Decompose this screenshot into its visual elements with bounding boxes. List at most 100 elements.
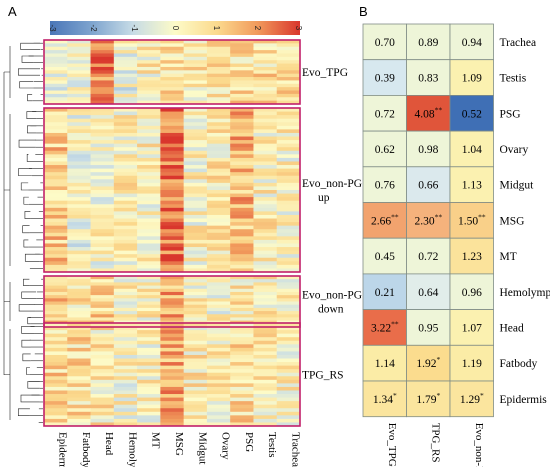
heatmap-cell [90, 326, 115, 331]
heatmap-cell [206, 422, 231, 427]
heatmap-cell [67, 291, 91, 296]
heatmap-cell [67, 288, 91, 293]
heatmap-cell [90, 122, 115, 127]
heatmap-cell [276, 140, 301, 145]
heatmap-cell [113, 264, 138, 269]
heatmap-cell [276, 344, 301, 349]
heatmap-cell [67, 56, 91, 61]
dendrogram-branch [4, 329, 11, 420]
heatmap-cell [206, 56, 231, 61]
dendrogram-branch [19, 81, 34, 89]
heatmap-cell [253, 161, 278, 166]
dendrogram-branch [24, 253, 40, 262]
heatmap-cell [253, 190, 278, 194]
table-cell [362, 380, 407, 418]
heatmap-cell [183, 129, 208, 134]
heatmap-cell [113, 87, 138, 91]
heatmap-cell [44, 418, 68, 423]
heatmap-cell [160, 285, 185, 290]
heatmap-cell [276, 70, 301, 75]
heatmap-cell [90, 418, 115, 423]
heatmap-cell [206, 157, 231, 162]
heatmap-cell [137, 132, 161, 137]
heatmap-cell [206, 239, 231, 244]
heatmap-cell [276, 53, 301, 58]
heatmap-cell [160, 90, 185, 95]
heatmap-cell [44, 165, 68, 170]
heatmap-cell [113, 358, 138, 363]
heatmap-cell [44, 200, 68, 205]
table-cell-value: 0.70 [375, 37, 395, 49]
heatmap-cell [276, 408, 301, 413]
heatmap-cell [67, 136, 91, 141]
heatmap-cell [90, 397, 115, 402]
table-row-label: Head [500, 322, 525, 334]
heatmap-cell [183, 390, 208, 395]
heatmap-cell [44, 298, 68, 302]
heatmap-cell [183, 250, 208, 255]
heatmap-cell [206, 314, 231, 318]
heatmap-cell [137, 193, 161, 198]
heatmap-cell [137, 369, 161, 374]
dendrogram-branch [27, 317, 31, 325]
heatmap-cell [90, 323, 115, 327]
heatmap-cell [160, 279, 185, 283]
heatmap-cell [253, 314, 278, 318]
heatmap-cell [206, 186, 231, 191]
heatmap-cell [276, 264, 301, 269]
heatmap-cell [44, 100, 68, 105]
heatmap-cell [160, 314, 185, 318]
heatmap-cell [90, 383, 115, 388]
heatmap-cell [90, 132, 115, 137]
heatmap-cell [113, 268, 138, 273]
heatmap-cell [230, 83, 254, 88]
heatmap-cell [276, 115, 301, 120]
heatmap-cell [253, 330, 278, 335]
heatmap-cell [276, 229, 301, 234]
table-cell [362, 23, 407, 61]
heatmap-cell [206, 295, 231, 299]
heatmap-cell [113, 157, 138, 162]
heatmap-cell [67, 140, 91, 145]
heatmap-cell [160, 87, 185, 91]
heatmap-cell [183, 351, 208, 356]
heatmap-cell [206, 225, 231, 230]
heatmap-cell [44, 77, 68, 81]
heatmap-cell [230, 118, 254, 123]
heatmap-cell [90, 50, 115, 54]
heatmap-cell [90, 154, 115, 159]
heatmap-cell [90, 40, 115, 44]
heatmap-cell [183, 43, 208, 48]
heatmap-cell [276, 288, 301, 293]
heatmap-cell [206, 193, 231, 198]
colorbar-tick-label: -2 [89, 24, 98, 32]
heatmap-cell [67, 264, 91, 269]
heatmap-cell [183, 161, 208, 166]
heatmap-cell [113, 295, 138, 299]
heatmap-cell [137, 168, 161, 173]
heatmap-cell [276, 311, 301, 315]
heatmap-cell [253, 63, 278, 68]
dendrogram-branch [18, 68, 40, 76]
dendrogram-branch [27, 94, 33, 102]
table-cell-value: 0.21 [375, 287, 395, 299]
heatmap-cell [160, 179, 185, 184]
heatmap-cell [160, 172, 185, 177]
heatmap-cell [206, 247, 231, 252]
heatmap-cell [67, 232, 91, 237]
heatmap-cell [183, 63, 208, 68]
colorbar-tick-label: -3 [48, 24, 57, 32]
heatmap-cell [67, 100, 91, 105]
heatmap-cell [137, 344, 161, 349]
heatmap-cell [67, 401, 91, 406]
heatmap-cell [113, 390, 138, 395]
heatmap-cell [276, 254, 301, 259]
heatmap-cell [67, 83, 91, 88]
heatmap-cell [44, 147, 68, 152]
heatmap-cell [276, 168, 301, 173]
heatmap-cell [253, 66, 278, 71]
heatmap-cell [230, 243, 254, 248]
heatmap-cell [90, 243, 115, 248]
heatmap-cell [253, 100, 278, 105]
heatmap-cell [253, 70, 278, 75]
